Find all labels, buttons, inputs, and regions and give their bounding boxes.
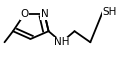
Text: SH: SH (103, 7, 117, 17)
Text: NH: NH (54, 37, 69, 47)
Text: N: N (41, 9, 48, 19)
Text: O: O (20, 9, 28, 19)
